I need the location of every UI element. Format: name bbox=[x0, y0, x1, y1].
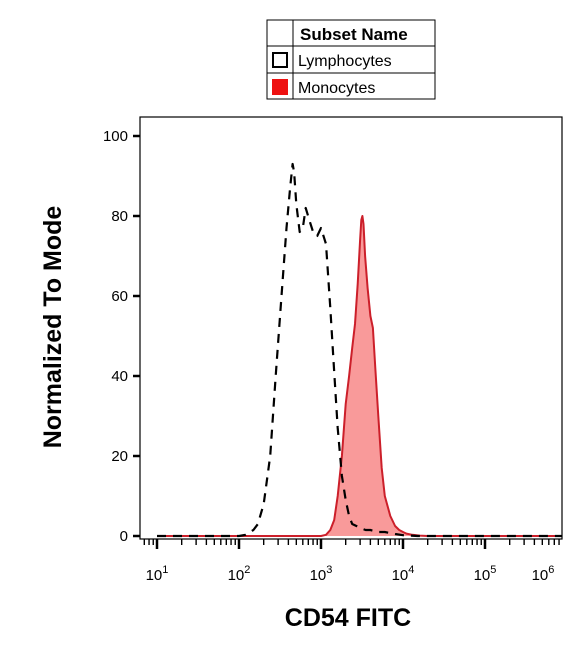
x-tick-exponent: 5 bbox=[490, 564, 496, 576]
legend-label-monocytes: Monocytes bbox=[298, 80, 375, 97]
x-tick-label: 101 bbox=[146, 564, 169, 584]
y-tick-label: 100 bbox=[103, 128, 128, 145]
x-tick-exponent: 6 bbox=[548, 564, 554, 576]
x-tick-base: 10 bbox=[474, 567, 491, 584]
legend: Subset Name Lymphocytes Monocytes bbox=[266, 19, 436, 100]
series-monocytes-fill bbox=[157, 216, 562, 536]
plot-frame bbox=[139, 116, 563, 540]
x-tick-exponent: 2 bbox=[244, 564, 250, 576]
x-tick-base: 10 bbox=[228, 567, 245, 584]
x-tick-label: 102 bbox=[228, 564, 251, 584]
x-axis: 101 102 103 104 105 106 bbox=[143, 539, 560, 584]
y-tick-label: 20 bbox=[111, 448, 128, 465]
x-axis-title: CD54 FITC bbox=[285, 604, 411, 632]
x-tick-base: 10 bbox=[392, 567, 409, 584]
series-lymphocytes-line bbox=[157, 162, 562, 538]
y-axis: 0 20 40 60 80 100 bbox=[103, 128, 140, 545]
legend-label-lymphocytes: Lymphocytes bbox=[298, 53, 392, 70]
legend-swatch-lymphocytes bbox=[272, 52, 288, 68]
y-axis-title: Normalized To Mode bbox=[39, 206, 67, 449]
x-tick-label: 104 bbox=[392, 564, 415, 584]
y-tick-label: 0 bbox=[120, 528, 128, 545]
y-tick-label: 60 bbox=[111, 288, 128, 305]
series-layer bbox=[157, 162, 562, 538]
x-tick-label: 105 bbox=[474, 564, 497, 584]
legend-swatch-monocytes bbox=[272, 79, 288, 95]
x-tick-exponent: 3 bbox=[326, 564, 332, 576]
x-tick-label: 103 bbox=[310, 564, 333, 584]
x-tick-base: 10 bbox=[532, 567, 549, 584]
x-tick-label: 106 bbox=[532, 564, 555, 584]
legend-frame bbox=[266, 19, 436, 100]
x-tick-exponent: 4 bbox=[408, 564, 414, 576]
series-monocytes-line bbox=[157, 215, 562, 537]
x-tick-exponent: 1 bbox=[162, 564, 168, 576]
y-tick-label: 80 bbox=[111, 208, 128, 225]
legend-title: Subset Name bbox=[300, 25, 408, 44]
x-tick-base: 10 bbox=[310, 567, 327, 584]
x-tick-base: 10 bbox=[146, 567, 163, 584]
y-tick-label: 40 bbox=[111, 368, 128, 385]
